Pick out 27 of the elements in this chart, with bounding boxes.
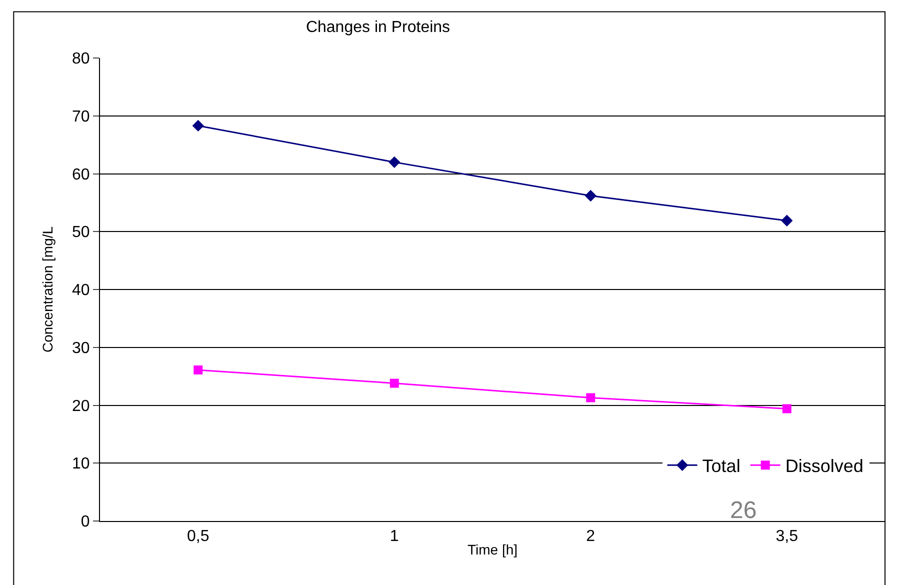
legend-label: Dissolved bbox=[785, 456, 864, 476]
chart-title: Changes in Proteins bbox=[306, 18, 450, 36]
point bbox=[192, 120, 204, 132]
annotation: 26 bbox=[730, 497, 757, 524]
y-tick-label: 0 bbox=[80, 514, 90, 531]
y-axis-title: Concentration [mg/L bbox=[40, 226, 56, 353]
point bbox=[388, 156, 400, 168]
point bbox=[586, 393, 596, 402]
x-tick-label: 0,5 bbox=[187, 528, 210, 546]
point bbox=[194, 365, 203, 374]
x-tick-label: 3,5 bbox=[776, 528, 798, 546]
y-tick-label: 70 bbox=[72, 108, 90, 126]
point bbox=[584, 190, 596, 202]
x-tick-label: 1 bbox=[390, 528, 399, 546]
y-tick-label: 80 bbox=[72, 50, 90, 68]
x-tick-label: 2 bbox=[586, 528, 596, 546]
point bbox=[782, 404, 792, 414]
y-tick-label: 10 bbox=[72, 456, 90, 473]
y-tick-label: 60 bbox=[72, 166, 90, 184]
point bbox=[781, 214, 793, 226]
point bbox=[390, 378, 399, 388]
x-axis-title: Time [h] bbox=[467, 542, 518, 558]
y-tick-label: 50 bbox=[72, 224, 90, 242]
y-tick-label: 20 bbox=[72, 398, 90, 415]
legend-label: Total bbox=[702, 456, 740, 476]
y-tick-label: 30 bbox=[72, 340, 90, 357]
y-tick-label: 40 bbox=[72, 282, 90, 300]
